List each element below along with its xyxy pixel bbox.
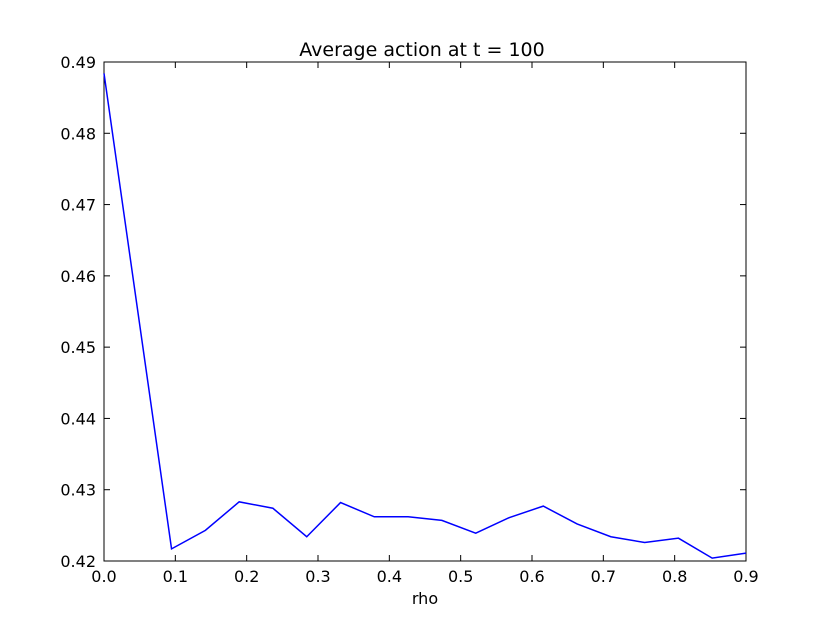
x-tick-label: 0.6 [519,567,544,586]
y-tick-label: 0.47 [60,196,96,215]
y-tick-label: 0.45 [60,338,96,357]
x-tick-label: 0.4 [377,567,402,586]
y-tick-label: 0.49 [60,53,96,72]
chart-title: Average action at t = 100 [299,39,544,61]
y-tick-label: 0.43 [60,481,96,500]
plot-area [103,61,747,562]
x-tick-label: 0.1 [163,567,188,586]
series-line [103,73,747,559]
x-tick-label: 0.5 [448,567,473,586]
y-tick-label: 0.42 [60,552,96,571]
x-tick-labels: 0.0 0.1 0.2 0.3 0.4 0.5 0.6 0.7 0.8 0.9 [91,567,758,586]
y-tick-labels: 0.42 0.43 0.44 0.45 0.46 0.47 0.48 0.49 [60,53,96,571]
x-tick-label: 0.3 [305,567,330,586]
axis-ticks [103,61,747,562]
y-tick-label: 0.48 [60,124,96,143]
x-tick-label: 0.2 [234,567,259,586]
x-tick-label: 0.0 [91,567,116,586]
x-tick-label: 0.7 [591,567,616,586]
x-tick-label: 0.9 [733,567,758,586]
x-tick-label: 0.8 [662,567,687,586]
y-tick-label: 0.44 [60,409,96,428]
y-tick-label: 0.46 [60,267,96,286]
x-axis-label: rho [412,589,438,608]
